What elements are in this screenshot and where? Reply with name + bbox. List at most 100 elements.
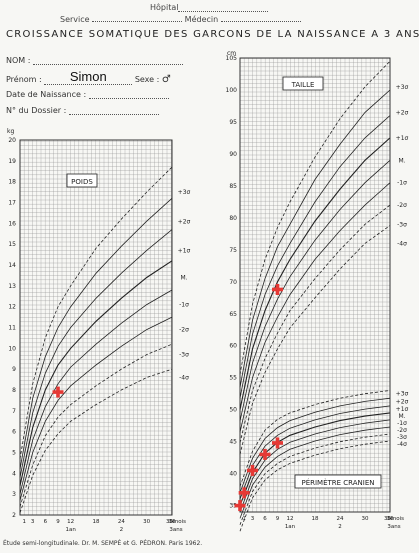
taille-curve xyxy=(239,89,391,388)
poids-x-tick-label: 6 xyxy=(44,519,48,525)
poids-y-tick-label: 3 xyxy=(12,491,16,498)
pc-measurement-point xyxy=(238,487,250,499)
dossier-field: N° du Dossier : xyxy=(6,106,159,115)
taille-x-tick-label: 3 xyxy=(251,516,255,522)
poids-x-tick-label: 12 xyxy=(67,519,74,525)
poids-curve xyxy=(19,343,173,507)
poids-y-unit: kg xyxy=(7,128,14,135)
poids-x-tick-label: 24 xyxy=(118,519,125,525)
taille-y-tick-label: 105 xyxy=(226,55,238,62)
poids-x-tick-label: 30 xyxy=(143,519,150,525)
pc-measurement-point xyxy=(259,448,271,460)
chart-frame xyxy=(19,139,173,516)
taille-y-tick-label: 80 xyxy=(229,215,237,222)
taille-curve xyxy=(239,115,391,399)
taille-y-tick-label: 90 xyxy=(229,151,237,158)
poids-y-tick-label: 14 xyxy=(8,262,16,269)
poids-y-tick-label: 9 xyxy=(12,366,16,373)
poids-x-tick-label: 9 xyxy=(56,519,60,525)
poids-sd-label: +3σ xyxy=(178,189,191,196)
measurement-cross-v xyxy=(238,500,242,512)
poids-sd-label: -1σ xyxy=(179,302,189,309)
title-box xyxy=(66,173,98,188)
poids-y-tick-label: 16 xyxy=(8,220,16,227)
taille-y-tick-label: 95 xyxy=(229,119,237,126)
measurement-cross-v xyxy=(242,487,246,499)
footer-credit: Étude semi-longitudinale. Dr. M. SEMPÉ e… xyxy=(3,540,203,547)
prenom-value: Simon xyxy=(69,69,107,84)
poids-curve xyxy=(19,260,173,486)
poids-curve xyxy=(19,166,173,459)
poids-y-tick-label: 19 xyxy=(8,158,16,165)
taille-y-unit: cm xyxy=(227,50,236,57)
poids-sd-label: -4σ xyxy=(179,375,189,382)
pc-sd-label: -2σ xyxy=(397,427,407,434)
poids-sd-label: +1σ xyxy=(178,247,191,254)
chart-title: POIDS xyxy=(71,178,93,186)
poids-title: POIDS xyxy=(66,173,98,188)
measurement-cross-v xyxy=(250,464,255,476)
dossier-label: N° du Dossier : xyxy=(6,106,67,115)
taille-sd-label: -4σ xyxy=(397,240,407,247)
chart-title: PÉRIMÈTRE CRANIEN xyxy=(301,478,374,487)
measurement-cross-v xyxy=(56,386,60,398)
taille-y-tick-label: 65 xyxy=(229,311,237,318)
poids-x-end-label: 36mois xyxy=(166,519,186,525)
prenom-label: Prénom : xyxy=(6,75,42,84)
pc-curve xyxy=(239,390,391,487)
chart-grid xyxy=(19,139,173,516)
pc-curve xyxy=(239,426,391,519)
poids-y-tick-label: 4 xyxy=(12,470,16,477)
measurement-cross-v xyxy=(263,448,267,460)
sexe-value: ♂ xyxy=(161,74,171,85)
measurement-cross-v xyxy=(275,437,280,449)
pc-curve xyxy=(239,397,391,493)
taille-curve xyxy=(239,182,391,433)
pc-sd-label: -4σ xyxy=(397,441,407,448)
poids-sd-label: M. xyxy=(180,275,187,282)
poids-y-tick-label: 20 xyxy=(8,137,16,144)
pc-measurement-point xyxy=(247,464,258,476)
pc-measurement-point xyxy=(234,500,246,512)
poids-y-tick-label: 6 xyxy=(12,429,16,436)
taille-curve xyxy=(239,137,391,410)
sexe-label: Sexe : xyxy=(134,75,160,84)
poids-curve xyxy=(19,289,173,495)
poids-curve xyxy=(19,316,173,501)
poids-x-year-label: 2 xyxy=(120,527,124,533)
taille-y-tick-label: 75 xyxy=(229,247,237,254)
title-box xyxy=(294,474,382,489)
taille-x-tick-label: 9 xyxy=(276,516,280,522)
taille-x-year-label: 1an xyxy=(285,524,296,530)
taille-sd-label: M. xyxy=(398,157,405,164)
taille-sd-label: -1σ xyxy=(397,180,407,187)
hopital-label: Hôpital xyxy=(150,3,179,12)
taille-y-tick-label: 45 xyxy=(229,439,237,446)
poids-y-tick-label: 13 xyxy=(8,283,16,290)
pc-curve xyxy=(239,440,391,532)
pc-sd-label: M. xyxy=(398,413,405,420)
page-title: CROISSANCE SOMATIQUE DES GARCONS DE LA N… xyxy=(6,29,419,40)
pc-curve xyxy=(239,419,391,513)
poids-y-tick-label: 10 xyxy=(8,345,16,352)
taille-x-year-label: 2 xyxy=(338,524,342,530)
taille-sd-label: -2σ xyxy=(397,202,407,209)
taille-x-tick-label: 6 xyxy=(263,516,267,522)
poids-measurement-point xyxy=(52,386,64,398)
chart-frame xyxy=(239,57,391,513)
service-line: Service Médecin xyxy=(60,15,301,24)
pc-sd-label: +1σ xyxy=(396,406,409,413)
taille-curve xyxy=(239,60,391,375)
poids-curve xyxy=(19,198,173,470)
taille-x-end-label: 36mois xyxy=(384,516,404,522)
taille-sd-label: +2σ xyxy=(396,109,409,116)
taille-measurement-point xyxy=(272,283,283,295)
hopital-line: Hôpital xyxy=(150,3,269,12)
poids-x-end-label: 3ans xyxy=(169,527,182,533)
taille-sd-label: +1σ xyxy=(396,135,409,142)
poids-y-tick-label: 11 xyxy=(8,325,16,332)
taille-y-tick-label: 60 xyxy=(229,343,237,350)
pc-curve xyxy=(239,433,391,525)
measurement-cross-v xyxy=(275,283,280,295)
